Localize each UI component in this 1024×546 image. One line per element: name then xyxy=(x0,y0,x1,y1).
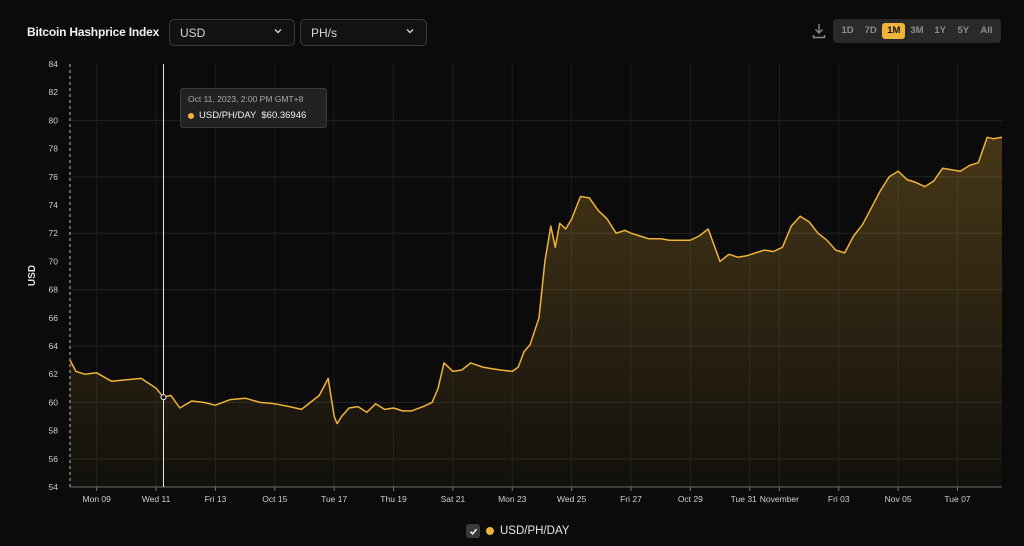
hover-point xyxy=(160,394,167,401)
range-button-3m[interactable]: 3M xyxy=(910,25,924,36)
y-tick-label: 64 xyxy=(49,341,59,351)
x-tick-label: Mon 09 xyxy=(83,494,112,504)
y-tick-label: 58 xyxy=(49,426,59,436)
y-tick-label: 70 xyxy=(49,256,59,266)
y-tick-label: 74 xyxy=(49,200,59,210)
y-tick-label: 84 xyxy=(49,59,59,69)
x-tick-label: Wed 25 xyxy=(557,494,586,504)
x-tick-label: Oct 29 xyxy=(678,494,703,504)
x-tick-label: Wed 11 xyxy=(142,494,171,504)
x-tick-label: Sat 21 xyxy=(441,494,466,504)
y-tick-label: 76 xyxy=(49,172,59,182)
range-button-5y[interactable]: 5Y xyxy=(957,25,970,36)
chart-title: Bitcoin Hashprice Index xyxy=(27,25,160,39)
x-tick-label: Fri 13 xyxy=(205,494,227,504)
checkbox-icon[interactable] xyxy=(466,524,480,538)
y-tick-label: 62 xyxy=(49,369,59,379)
x-tick-label: Mon 23 xyxy=(498,494,527,504)
y-tick-label: 82 xyxy=(49,87,59,97)
y-tick-label: 78 xyxy=(49,144,59,154)
range-button-1d[interactable]: 1D xyxy=(841,25,854,36)
legend-item[interactable]: USD/PH/DAY xyxy=(466,524,569,538)
series-dot-icon xyxy=(486,527,494,535)
chart-tooltip: Oct 11, 2023, 2:00 PM GMT+8 USD/PH/DAY $… xyxy=(180,88,327,128)
y-tick-label: 72 xyxy=(49,228,59,238)
chevron-down-icon xyxy=(274,29,282,34)
y-axis-label: USD xyxy=(27,265,38,286)
y-tick-label: 66 xyxy=(49,313,59,323)
y-tick-label: 60 xyxy=(49,397,59,407)
range-button-all[interactable]: All xyxy=(980,25,993,36)
series-area xyxy=(70,137,1002,488)
x-tick-label: November xyxy=(760,494,799,504)
time-range-selector: 1D 7D 1M 3M 1Y 5Y All xyxy=(833,19,1001,43)
x-tick-label: Fri 03 xyxy=(828,494,850,504)
chevron-down-icon xyxy=(406,29,414,34)
series-line xyxy=(69,136,1003,425)
tooltip-series: USD/PH/DAY xyxy=(199,110,257,121)
currency-select[interactable]: USD xyxy=(169,19,295,46)
x-tick-label: Tue 07 xyxy=(944,494,970,504)
download-icon[interactable] xyxy=(812,23,826,39)
legend-label: USD/PH/DAY xyxy=(500,525,570,537)
series-dot-icon xyxy=(188,112,194,119)
x-tick-label: Tue 31 xyxy=(731,494,757,504)
x-tick-label: Fri 27 xyxy=(620,494,642,504)
range-button-1y[interactable]: 1Y xyxy=(934,25,946,36)
y-tick-label: 56 xyxy=(49,454,59,464)
tooltip-value: $60.36946 xyxy=(261,110,307,121)
tooltip-date: Oct 11, 2023, 2:00 PM GMT+8 xyxy=(188,94,304,104)
currency-select-value: USD xyxy=(180,25,206,40)
range-button-1m[interactable]: 1M xyxy=(882,23,906,39)
x-tick-label: Oct 15 xyxy=(262,494,287,504)
unit-select[interactable]: PH/s xyxy=(300,19,427,46)
x-tick-label: Nov 05 xyxy=(885,494,912,504)
y-tick-label: 68 xyxy=(49,285,59,295)
x-tick-label: Thu 19 xyxy=(380,494,407,504)
x-tick-label: Tue 17 xyxy=(321,494,347,504)
y-tick-label: 80 xyxy=(49,115,59,125)
range-button-7d[interactable]: 7D xyxy=(864,25,877,36)
y-tick-label: 54 xyxy=(49,482,59,492)
unit-select-value: PH/s xyxy=(311,25,338,40)
